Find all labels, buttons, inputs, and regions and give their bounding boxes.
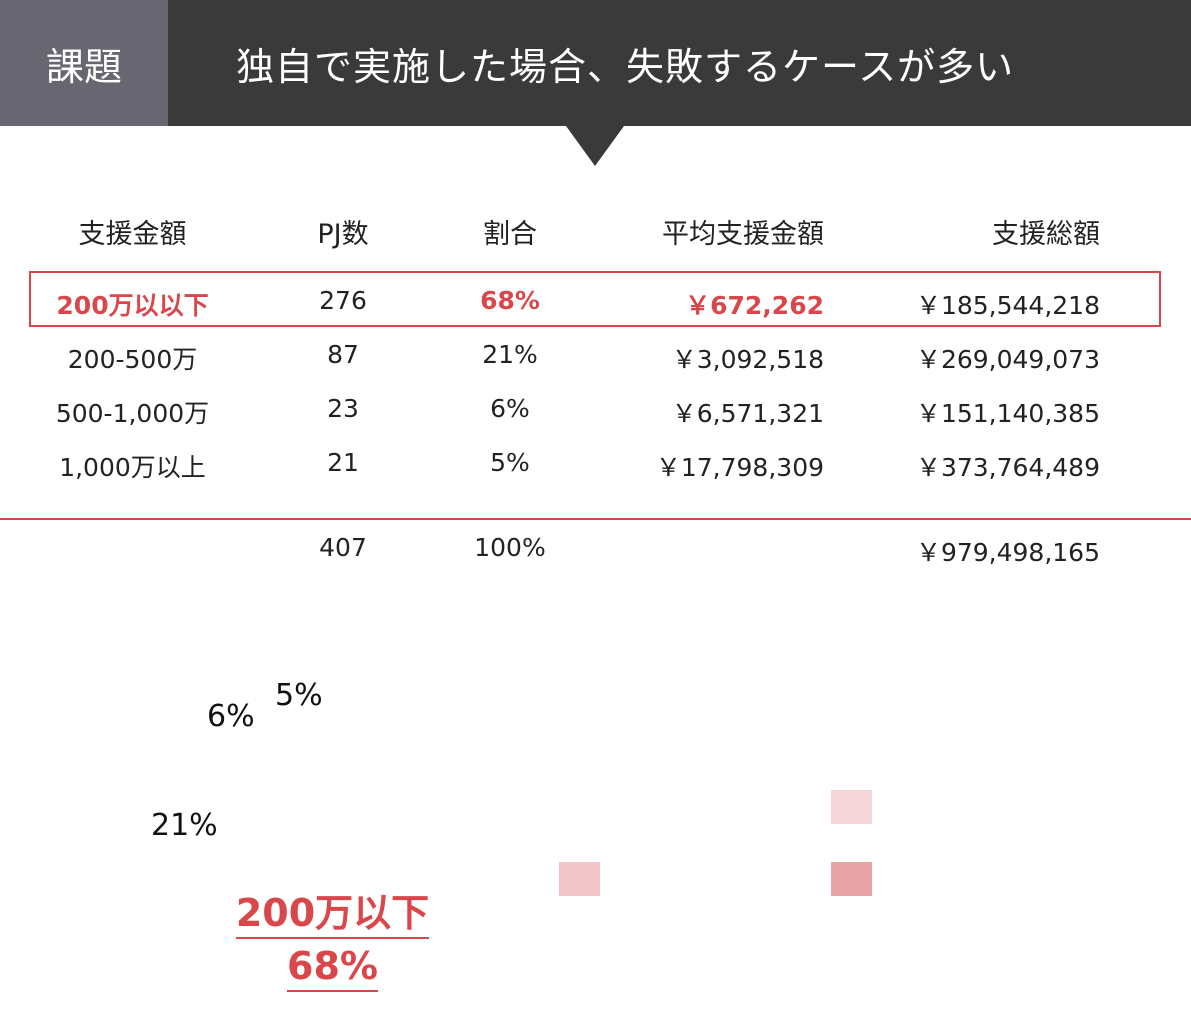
row-count: 21 — [327, 448, 359, 477]
column-header-share: 割合 — [483, 219, 537, 250]
row-share: 6% — [490, 394, 530, 423]
column-header-average: 平均支援金額 — [662, 219, 824, 250]
total-amount: ￥979,498,165 — [915, 538, 1100, 567]
header-tag: 課題 — [0, 0, 168, 126]
row-total: ￥185,544,218 — [915, 291, 1100, 320]
row-total: ￥269,049,073 — [915, 345, 1100, 374]
header-title: 独自で実施した場合、失敗するケースが多い — [236, 44, 1015, 89]
pie-callout-label: 200万以下 — [230, 882, 435, 939]
row-count: 276 — [319, 286, 367, 315]
legend-swatch — [831, 862, 872, 896]
row-share: 68% — [480, 286, 540, 315]
row-total: ￥151,140,385 — [915, 399, 1100, 428]
column-header-range: 支援金額 — [78, 219, 187, 250]
legend-swatch — [831, 790, 872, 824]
row-range: 1,000万以上 — [59, 453, 206, 482]
row-average: ￥17,798,309 — [655, 453, 824, 482]
row-range: 500-1,000万 — [55, 399, 210, 428]
total-share: 100% — [474, 533, 546, 562]
row-total: ￥373,764,489 — [915, 453, 1100, 482]
pointer-triangle-icon — [566, 126, 624, 166]
row-average: ￥6,571,321 — [671, 399, 824, 428]
totals-divider — [0, 518, 1191, 520]
row-average: ￥3,092,518 — [671, 345, 824, 374]
pie-data-label: 21% — [151, 808, 218, 843]
row-share: 5% — [490, 448, 530, 477]
pie-data-label: 5% — [275, 678, 323, 713]
row-range: 200万以以下 — [56, 291, 209, 320]
row-average: ￥672,262 — [685, 291, 824, 320]
row-range: 200-500万 — [67, 345, 198, 374]
header-bar: 課題 独自で実施した場合、失敗するケースが多い — [0, 0, 1191, 126]
row-count: 23 — [327, 394, 359, 423]
legend-swatch — [559, 862, 600, 896]
pie-callout-value: 68% — [230, 944, 435, 992]
total-count: 407 — [319, 533, 367, 562]
highlight-row-frame — [29, 271, 1161, 327]
column-header-count: PJ数 — [317, 219, 369, 250]
row-share: 21% — [482, 340, 538, 369]
pie-data-label: 6% — [207, 699, 255, 734]
row-count: 87 — [327, 340, 359, 369]
column-header-total: 支援総額 — [992, 219, 1100, 250]
